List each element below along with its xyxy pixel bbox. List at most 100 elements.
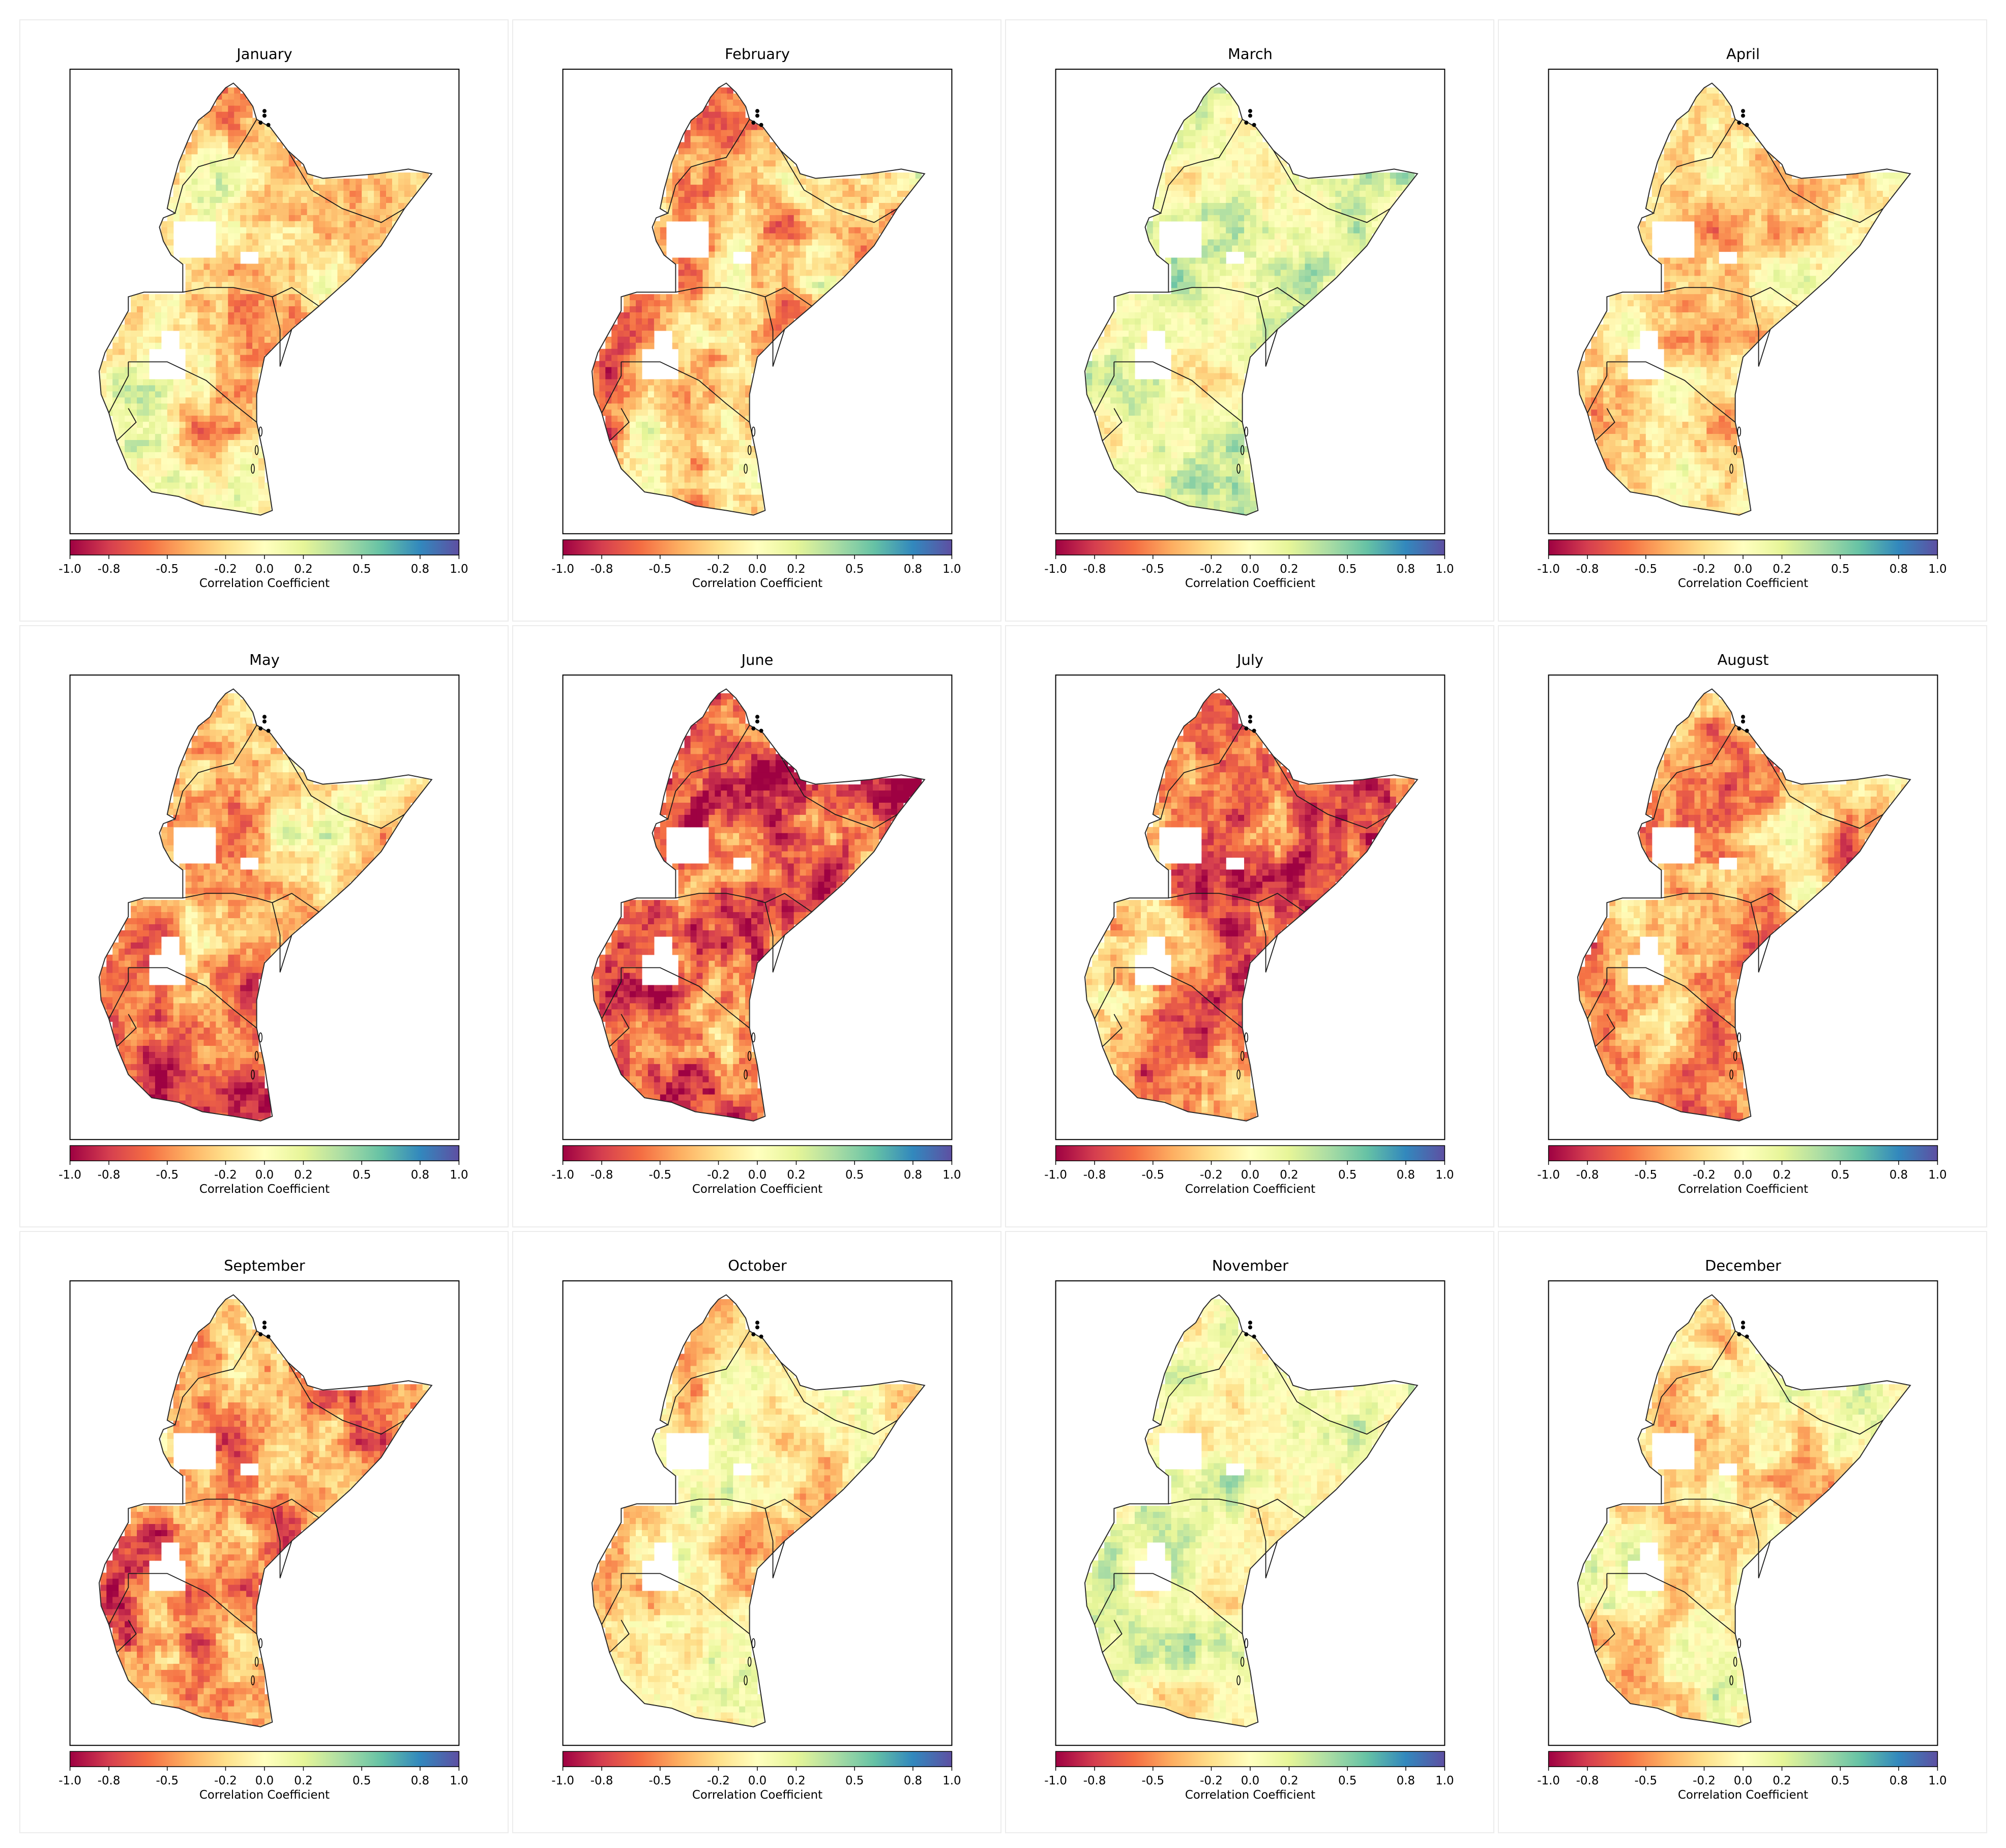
colorbar-tick-label: 0.5 [1831, 1774, 1849, 1787]
colorbar-tick-label: -0.2 [214, 1168, 237, 1182]
coastline [1084, 1294, 1419, 1727]
colorbar-label: Correlation Coefficient [1185, 577, 1315, 590]
lake-mark [751, 426, 756, 437]
lake-mark [1729, 463, 1733, 474]
correlation-raster [100, 1299, 429, 1727]
colorbar-tick-label: 0.2 [1280, 1168, 1298, 1182]
country-border [621, 1573, 750, 1634]
lake-mark [258, 426, 263, 437]
colorbar-tick-label: -0.5 [648, 563, 671, 576]
country-border [1607, 361, 1736, 423]
colorbar-tick-label: -1.0 [551, 563, 574, 576]
colorbar [69, 539, 460, 555]
coastline [1084, 688, 1419, 1122]
colorbar-tick-label: -0.2 [1693, 1168, 1716, 1182]
colorbar-tick-label: 0.8 [904, 1774, 922, 1787]
lake-mark [1737, 1638, 1742, 1649]
colorbar-label: Correlation Coefficient [1678, 577, 1808, 590]
colorbar-tick-label: 1.0 [1928, 563, 1946, 576]
colorbar-tick-label: 0.8 [1890, 1774, 1908, 1787]
country-border [116, 408, 137, 442]
colorbar-tick-label: -0.2 [707, 1168, 730, 1182]
island-mark [759, 1334, 763, 1339]
colorbar-tick-label: 1.0 [450, 563, 468, 576]
map-frame [562, 674, 953, 1140]
lake-mark [747, 445, 752, 455]
country-border [1595, 1620, 1615, 1653]
coastline [591, 1294, 926, 1727]
colorbar [69, 1751, 460, 1767]
colorbar-tick-label: -0.2 [1200, 1168, 1223, 1182]
colorbar [562, 1145, 953, 1161]
coastline [98, 82, 433, 516]
island-mark [258, 726, 263, 731]
colorbar-tick-label: 1.0 [1435, 1168, 1454, 1182]
colorbar-tick-label: 0.5 [352, 1774, 371, 1787]
country-border [1102, 1014, 1123, 1047]
map-frame [69, 1280, 460, 1746]
colorbar-tick-label: 0.5 [1831, 563, 1849, 576]
country-border [1094, 362, 1115, 414]
island-mark [262, 719, 267, 724]
colorbar-tick-label: -0.5 [648, 1168, 671, 1182]
country-border [1766, 150, 1883, 223]
map-panel-october: October -1.0 -0.8 -0.5 -0.2 0.0 0.2 0.5 0.8 1.0 Co… [512, 1231, 1001, 1833]
lake-mark [1236, 1675, 1241, 1686]
country-border [108, 967, 129, 1019]
colorbar-tick-label: 0.5 [1338, 1168, 1356, 1182]
colorbar-tick-label: -0.8 [1576, 1168, 1599, 1182]
island-mark [266, 123, 271, 127]
colorbar-tick-label: -0.8 [98, 1774, 121, 1787]
country-border [1114, 361, 1243, 423]
island-mark [1244, 121, 1249, 125]
country-border [609, 408, 630, 442]
lake-mark [1244, 426, 1249, 437]
colorbar [1055, 539, 1446, 555]
lake-mark [751, 1032, 756, 1043]
country-border [272, 1508, 292, 1578]
country-border [116, 1014, 137, 1047]
country-border [174, 725, 257, 819]
island-mark [751, 121, 756, 125]
colorbar-tick-label: 0.5 [352, 563, 371, 576]
lake-mark [744, 463, 748, 474]
country-border [1273, 756, 1391, 829]
map-frame [1055, 674, 1446, 1140]
coastline [98, 688, 433, 1122]
island-mark [258, 1332, 263, 1337]
map-svg: March -1.0 -0.8 -0.5 -0.2 0.0 0.2 0.5 0.8 1.0 Corr… [1044, 45, 1454, 590]
island-mark [1741, 113, 1745, 118]
island-mark [1745, 123, 1749, 127]
island-mark [262, 113, 267, 118]
island-mark [1248, 719, 1252, 724]
colorbar-tick-label: 0.8 [904, 563, 922, 576]
colorbar-tick-label: 1.0 [1435, 1774, 1454, 1787]
lake-mark [1729, 1069, 1733, 1080]
colorbar-tick-label: -1.0 [1537, 1774, 1560, 1787]
country-border [1168, 1499, 1305, 1518]
map-svg: February -1.0 -0.8 -0.5 -0.2 0.0 0.2 0.5 0.8 1.0 C… [551, 45, 961, 590]
lake-mark [1236, 1069, 1241, 1080]
country-border [1257, 297, 1278, 367]
map-frame [1055, 1280, 1446, 1746]
colorbar-tick-label: 0.8 [1890, 1168, 1908, 1182]
map-panel-december: December -1.0 -0.8 -0.5 -0.2 0.0 0.2 0.5 0.8 1.0 C… [1498, 1231, 1987, 1833]
colorbar-tick-label: 1.0 [1928, 1774, 1946, 1787]
colorbar-tick-label: -0.8 [1083, 1774, 1106, 1787]
correlation-raster [100, 87, 429, 515]
colorbar-tick-label: -1.0 [58, 1774, 81, 1787]
country-border [1257, 1508, 1278, 1578]
lake-mark [254, 445, 259, 455]
country-border [667, 119, 750, 214]
country-border [764, 902, 785, 973]
panel-title: February [725, 45, 790, 63]
map-panel-april: April -1.0 -0.8 -0.5 -0.2 0.0 0.2 0.5 0.8 1.0 Corr… [1498, 19, 1987, 622]
colorbar-tick-label: 0.0 [1241, 1774, 1259, 1787]
island-mark [1248, 1321, 1252, 1325]
lake-mark [254, 1051, 259, 1061]
colorbar-tick-label: -0.5 [156, 1774, 179, 1787]
country-border [1750, 297, 1771, 367]
map-frame [1548, 69, 1938, 535]
colorbar-tick-label: 0.2 [1773, 1168, 1791, 1182]
panel-title: October [728, 1257, 787, 1274]
